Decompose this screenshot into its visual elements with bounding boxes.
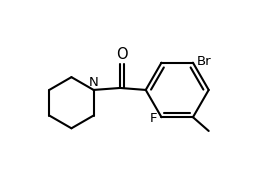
Text: Br: Br xyxy=(197,55,212,68)
Text: O: O xyxy=(116,47,127,62)
Text: F: F xyxy=(150,112,157,125)
Text: N: N xyxy=(89,76,98,89)
